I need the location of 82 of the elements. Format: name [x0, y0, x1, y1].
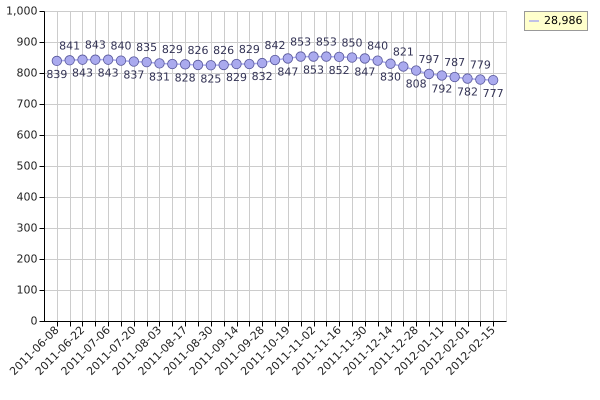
point — [321, 51, 332, 62]
data-label: 853 — [290, 36, 312, 49]
point — [116, 55, 126, 66]
point — [282, 53, 293, 64]
point — [128, 56, 139, 67]
y-tick-label: 600 — [16, 128, 38, 142]
data-label: 808 — [406, 78, 427, 91]
point — [308, 51, 319, 62]
y-tick-label: 300 — [16, 222, 38, 234]
point — [103, 54, 114, 65]
point — [296, 51, 306, 62]
data-label: 825 — [200, 72, 222, 86]
data-label: 835 — [136, 41, 158, 54]
point — [90, 54, 100, 65]
point — [424, 68, 434, 80]
data-label: 832 — [252, 70, 273, 84]
point — [244, 58, 254, 70]
point — [180, 59, 190, 70]
data-label: 787 — [444, 56, 466, 70]
point — [257, 58, 268, 68]
point — [270, 54, 280, 66]
data-label: 782 — [457, 86, 478, 99]
point — [436, 70, 447, 81]
data-label: 837 — [123, 68, 144, 82]
data-label: 830 — [380, 70, 401, 84]
legend-label: 28,986 — [544, 14, 582, 27]
data-label: 847 — [277, 65, 298, 78]
data-label: 839 — [46, 68, 68, 81]
point — [142, 57, 152, 68]
data-label: 829 — [226, 71, 247, 84]
y-tick-label: 100 — [16, 284, 38, 296]
data-label: 831 — [149, 70, 170, 84]
point — [475, 74, 486, 85]
y-tick-label: 400 — [16, 190, 38, 204]
y-tick-label: 800 — [16, 66, 38, 80]
data-label: 841 — [59, 39, 80, 52]
data-label: 829 — [162, 43, 183, 56]
point — [398, 61, 408, 72]
point — [334, 52, 344, 62]
point — [52, 56, 62, 66]
point — [462, 73, 473, 84]
point — [372, 55, 383, 66]
data-label: 847 — [354, 65, 376, 78]
data-label: 779 — [470, 58, 491, 72]
data-label: 853 — [316, 36, 337, 49]
data-label: 843 — [72, 66, 93, 80]
data-label: 777 — [482, 87, 504, 100]
y-tick-label: 0 — [30, 314, 38, 328]
data-label: 829 — [238, 43, 260, 56]
point — [450, 72, 460, 82]
point — [206, 60, 216, 70]
data-label: 843 — [84, 38, 106, 52]
point — [488, 74, 498, 86]
point — [77, 54, 88, 65]
data-label: 797 — [418, 52, 440, 66]
point — [411, 65, 422, 76]
data-label: 853 — [303, 64, 324, 77]
data-label: 792 — [431, 82, 452, 96]
y-tick-label: 200 — [16, 252, 38, 266]
data-label: 843 — [98, 66, 119, 80]
data-label: 826 — [188, 44, 208, 57]
data-label: 826 — [213, 44, 234, 57]
point — [360, 53, 370, 64]
point — [218, 60, 229, 70]
y-tick-label: 1,000 — [6, 4, 38, 18]
point — [64, 55, 75, 66]
data-label: 840 — [367, 40, 388, 53]
point — [231, 58, 242, 70]
data-label: 852 — [328, 64, 350, 77]
point — [346, 52, 358, 63]
point — [192, 60, 204, 70]
y-tick-label: 900 — [16, 36, 38, 48]
y-tick-label: 700 — [16, 98, 38, 110]
data-label: 821 — [392, 45, 414, 58]
point — [385, 58, 396, 69]
data-label: 842 — [264, 38, 286, 52]
data-label: 840 — [110, 40, 132, 53]
point — [167, 58, 178, 70]
point — [154, 58, 165, 69]
data-label: 828 — [174, 71, 196, 84]
data-label: 850 — [342, 36, 362, 50]
y-tick-label: 500 — [16, 160, 38, 172]
